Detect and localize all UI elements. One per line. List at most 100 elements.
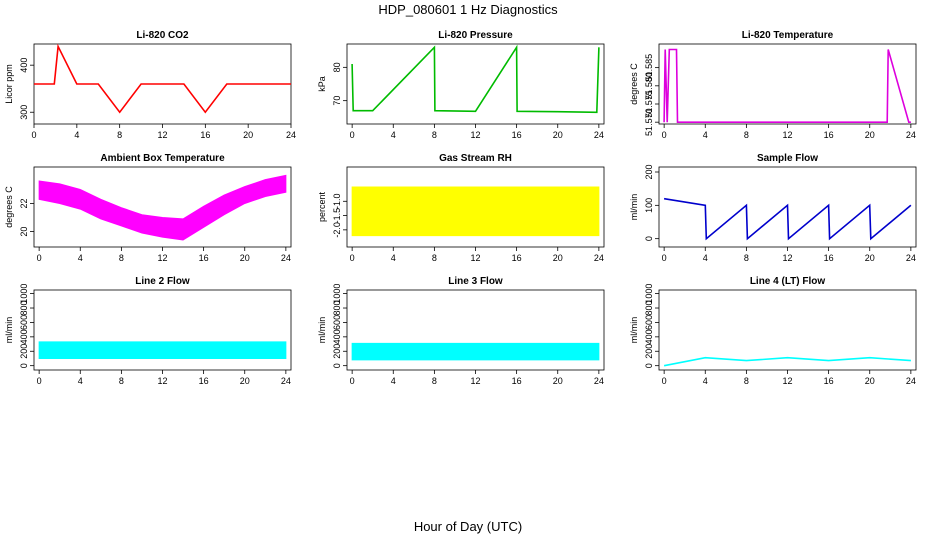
y-tick-label: 0: [19, 363, 29, 368]
panel-5: Sample Flow ml/min 0 4 8 12 16 20 24 0 100 200: [629, 153, 917, 263]
panel-2: Li-820 Temperature degrees C 0 4 8 12 16 20 24 51…: [629, 30, 917, 140]
y-tick-label: -1.5: [332, 208, 342, 224]
x-tick-label: 8: [744, 253, 749, 263]
y-axis-label: percent: [317, 191, 327, 222]
x-tick-label: 8: [119, 376, 124, 386]
x-tick-label: 24: [594, 130, 604, 140]
y-tick-label: 100: [644, 198, 654, 213]
y-tick-label: 600: [19, 315, 29, 330]
panel-4: Gas Stream RH percent 0 4 8 12 16 20 24 -2.0-1.5-…: [317, 153, 605, 263]
x-tick-label: 4: [74, 130, 79, 140]
x-tick-label: 24: [286, 130, 296, 140]
series-band: [38, 341, 287, 359]
panel-title: Sample Flow: [757, 153, 818, 164]
y-tick-label: 400: [332, 329, 342, 344]
x-tick-label: 16: [199, 376, 209, 386]
y-tick-label: 0: [644, 236, 654, 241]
figure-title: HDP_080601 1 Hz Diagnostics: [378, 2, 558, 17]
x-tick-label: 8: [117, 130, 122, 140]
x-tick-label: 4: [703, 130, 708, 140]
x-tick-label: 8: [432, 376, 437, 386]
y-tick-label: 300: [19, 105, 29, 120]
y-tick-label: 70: [332, 96, 342, 106]
series-line: [34, 43, 291, 114]
x-tick-label: 16: [824, 130, 834, 140]
y-tick-label: 200: [332, 344, 342, 359]
x-tick-label: 12: [470, 376, 480, 386]
x-tick-label: 16: [824, 376, 834, 386]
y-tick-label: 51.580: [644, 72, 654, 100]
series-line: [663, 48, 911, 123]
x-tick-label: 20: [243, 130, 253, 140]
x-tick-label: 24: [906, 376, 916, 386]
y-axis-label: ml/min: [629, 317, 639, 344]
x-tick-label: 20: [865, 130, 875, 140]
panel-title: Line 4 (LT) Flow: [750, 276, 826, 287]
x-tick-label: 20: [553, 253, 563, 263]
x-tick-label: 20: [553, 130, 563, 140]
x-tick-label: 12: [782, 253, 792, 263]
x-tick-label: 12: [470, 130, 480, 140]
x-tick-label: 16: [512, 376, 522, 386]
x-tick-label: 24: [906, 253, 916, 263]
y-tick-label: 51.570: [644, 108, 654, 136]
y-tick-label: 800: [19, 301, 29, 316]
panel-3: Ambient Box Temperature degrees C 0 4 8 12 16 2…: [4, 153, 292, 263]
x-tick-label: 4: [78, 253, 83, 263]
series-band: [38, 174, 287, 241]
y-tick-label: 22: [19, 198, 29, 208]
panel-title: Li-820 Pressure: [438, 30, 513, 41]
x-tick-label: 16: [824, 253, 834, 263]
x-tick-label: 4: [78, 376, 83, 386]
panel-title: Li-820 CO2: [136, 30, 189, 41]
y-tick-label: 1000: [644, 284, 654, 304]
x-tick-label: 8: [119, 253, 124, 263]
y-tick-label: 51.585: [644, 54, 654, 82]
y-tick-label: 800: [332, 301, 342, 316]
y-tick-label: 51.575: [644, 90, 654, 118]
x-tick-label: 24: [281, 376, 291, 386]
y-tick-label: 200: [644, 344, 654, 359]
panel-title: Line 2 Flow: [135, 276, 190, 287]
x-tick-label: 8: [744, 376, 749, 386]
x-tick-label: 4: [391, 376, 396, 386]
x-tick-label: 8: [744, 130, 749, 140]
series-band: [351, 186, 600, 237]
panel-0: Li-820 CO2 Licor ppm 0 4 8 12 16 20 24 300 400: [4, 30, 296, 140]
panel-title: Gas Stream RH: [439, 153, 512, 164]
x-tick-label: 0: [37, 376, 42, 386]
y-axis-label: ml/min: [4, 317, 14, 344]
x-tick-label: 20: [240, 253, 250, 263]
x-tick-label: 20: [553, 376, 563, 386]
x-tick-label: 0: [662, 253, 667, 263]
x-tick-label: 20: [865, 253, 875, 263]
y-tick-label: 800: [644, 301, 654, 316]
x-tick-label: 12: [157, 253, 167, 263]
x-tick-label: 24: [906, 130, 916, 140]
x-tick-label: 0: [350, 130, 355, 140]
x-tick-label: 8: [432, 130, 437, 140]
panel-1: Li-820 Pressure kPa 0 4 8 12 16 20 24 70 80: [317, 30, 605, 140]
x-tick-label: 0: [350, 253, 355, 263]
y-tick-label: 20: [19, 227, 29, 237]
x-tick-label: 16: [512, 130, 522, 140]
figure-xlabel: Hour of Day (UTC): [414, 519, 522, 534]
series-band: [351, 342, 600, 361]
series-line: [351, 44, 600, 114]
panel-title: Li-820 Temperature: [742, 30, 834, 41]
x-tick-label: 16: [200, 130, 210, 140]
y-tick-label: 400: [644, 329, 654, 344]
x-tick-label: 0: [37, 253, 42, 263]
x-tick-label: 4: [391, 253, 396, 263]
y-axis-label: ml/min: [629, 194, 639, 221]
x-tick-label: 8: [432, 253, 437, 263]
y-axis-label: degrees C: [4, 186, 14, 228]
y-tick-label: -2.0: [332, 222, 342, 238]
series-line: [663, 356, 911, 367]
y-axis-label: ml/min: [317, 317, 327, 344]
x-tick-label: 24: [281, 253, 291, 263]
x-tick-label: 16: [512, 253, 522, 263]
x-tick-label: 0: [662, 130, 667, 140]
x-tick-label: 0: [350, 376, 355, 386]
